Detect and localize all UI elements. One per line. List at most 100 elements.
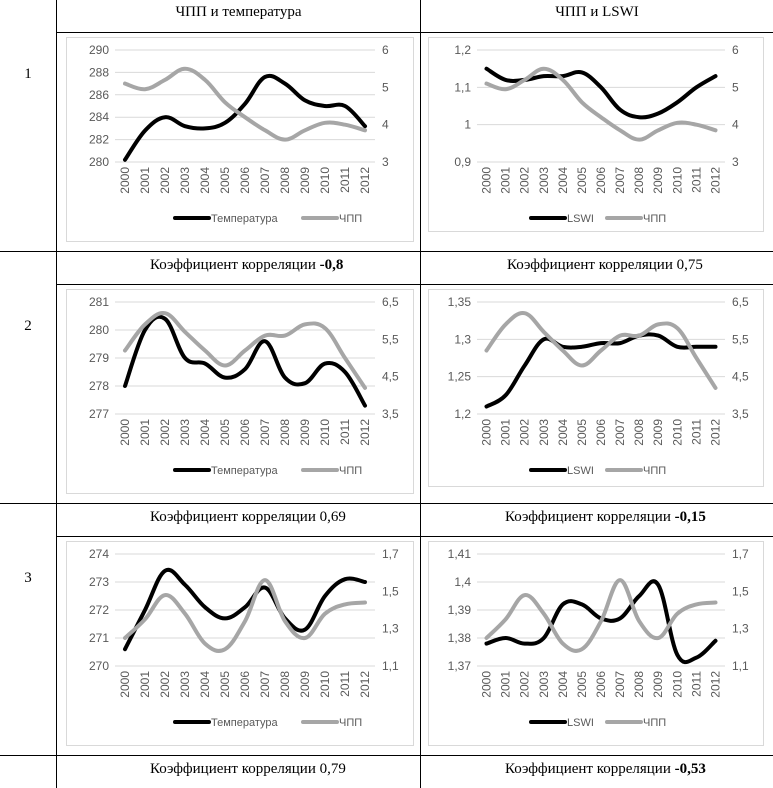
x-tick-label: 2009 bbox=[651, 671, 665, 698]
y-tick-left: 1,25 bbox=[448, 370, 472, 384]
x-tick-label: 2002 bbox=[518, 671, 532, 698]
x-tick-label: 2003 bbox=[178, 419, 192, 446]
y-tick-left: 1,2 bbox=[454, 407, 471, 421]
x-tick-label: 2009 bbox=[298, 167, 312, 194]
correlation-label: Коэффициент корреляции bbox=[150, 257, 320, 273]
y-tick-right: 5 bbox=[382, 80, 389, 94]
x-tick-label: 2005 bbox=[575, 671, 589, 698]
correlation-r3-temperature: Коэффициент корреляции 0,79 bbox=[150, 761, 346, 778]
legend-label: LSWI bbox=[567, 465, 594, 477]
y-tick-right: 4,5 bbox=[382, 370, 399, 384]
x-tick-label: 2001 bbox=[499, 671, 513, 698]
correlation-label: Коэффициент корреляции bbox=[150, 761, 320, 777]
x-tick-label: 2005 bbox=[218, 671, 232, 698]
correlation-label: Коэффициент корреляции bbox=[150, 509, 320, 525]
y-tick-left: 1,4 bbox=[454, 575, 471, 589]
y-tick-left: 281 bbox=[89, 295, 109, 309]
series-line-temperature bbox=[123, 73, 367, 162]
correlation-r1-temperature: Коэффициент корреляции -0,8 bbox=[150, 257, 343, 274]
y-tick-left: 1 bbox=[464, 118, 471, 132]
y-tick-right: 1,7 bbox=[382, 547, 399, 561]
legend-label: ЧПП bbox=[643, 465, 666, 477]
correlation-value: -0,15 bbox=[674, 509, 706, 525]
series-line-temperature bbox=[123, 314, 367, 408]
x-tick-label: 2007 bbox=[258, 671, 272, 698]
x-tick-label: 2005 bbox=[575, 419, 589, 446]
y-tick-left: 1,2 bbox=[454, 43, 471, 57]
y-tick-right: 5 bbox=[732, 80, 739, 94]
x-tick-label: 2008 bbox=[278, 671, 292, 698]
y-tick-left: 277 bbox=[89, 407, 109, 421]
x-tick-label: 2003 bbox=[178, 167, 192, 194]
x-tick-label: 2004 bbox=[556, 167, 570, 194]
legend-label: ЧПП bbox=[643, 717, 666, 729]
x-tick-label: 2007 bbox=[613, 167, 627, 194]
x-tick-label: 2008 bbox=[278, 419, 292, 446]
y-tick-right: 1,1 bbox=[382, 659, 399, 673]
x-tick-label: 2002 bbox=[158, 419, 172, 446]
y-tick-left: 282 bbox=[89, 133, 109, 147]
x-tick-label: 2000 bbox=[118, 671, 132, 698]
y-tick-left: 1,37 bbox=[448, 659, 472, 673]
y-tick-right: 1,5 bbox=[732, 584, 749, 598]
series-line-npp bbox=[123, 66, 367, 142]
y-tick-left: 1,39 bbox=[448, 603, 472, 617]
legend-label: LSWI bbox=[567, 213, 594, 225]
chart-r3-temperature: 270 271 272 273 274 1,1 1,3 1,5 1,7 2000 2001 2002 2… bbox=[66, 541, 414, 746]
x-tick-label: 2002 bbox=[518, 419, 532, 446]
x-tick-label: 2008 bbox=[278, 167, 292, 194]
legend-label: LSWI bbox=[567, 717, 594, 729]
correlation-r2-lswi: Коэффициент корреляции -0,15 bbox=[505, 509, 706, 526]
x-tick-label: 2000 bbox=[118, 419, 132, 446]
correlation-r3-lswi: Коэффициент корреляции -0,53 bbox=[505, 761, 706, 778]
x-tick-label: 2005 bbox=[218, 419, 232, 446]
x-tick-label: 2010 bbox=[318, 167, 332, 194]
chart-r3-lswi: 1,37 1,38 1,39 1,4 1,41 1,1 1,3 1,5 1,7 2000 2001 2… bbox=[428, 541, 764, 746]
chart-r2-temperature: 277 278 279 280 281 3,5 4,5 5,5 6,5 2000 2001 2002 2… bbox=[66, 289, 414, 494]
correlation-value: -0,8 bbox=[319, 257, 344, 273]
x-tick-label: 2012 bbox=[709, 167, 723, 194]
y-tick-right: 1,7 bbox=[732, 547, 749, 561]
x-tick-label: 2005 bbox=[575, 167, 589, 194]
x-tick-label: 2012 bbox=[709, 671, 723, 698]
legend-label: Температура bbox=[211, 717, 279, 729]
x-tick-label: 2004 bbox=[198, 419, 212, 446]
chart-r1-temperature: 280 282 284 286 288 290 3 4 5 6 2000 2001 2002 2003 20… bbox=[66, 37, 414, 242]
x-tick-label: 2006 bbox=[594, 167, 608, 194]
y-tick-right: 6 bbox=[732, 43, 739, 57]
legend-label: ЧПП bbox=[339, 717, 362, 729]
y-tick-right: 3 bbox=[732, 155, 739, 169]
chart-r1-lswi: 0,9 1 1,1 1,2 3 4 5 6 2000 2001 2002 2003 2004 2005 20… bbox=[428, 37, 764, 232]
x-tick-label: 2008 bbox=[632, 671, 646, 698]
y-tick-right: 1,3 bbox=[382, 622, 399, 636]
row-number-1: 1 bbox=[24, 66, 32, 82]
x-tick-label: 2004 bbox=[556, 419, 570, 446]
x-tick-label: 2002 bbox=[518, 167, 532, 194]
row-number-3: 3 bbox=[24, 570, 32, 586]
x-tick-label: 2001 bbox=[499, 167, 513, 194]
x-tick-label: 2010 bbox=[670, 167, 684, 194]
x-tick-label: 2007 bbox=[613, 671, 627, 698]
y-tick-left: 278 bbox=[89, 379, 109, 393]
y-tick-left: 0,9 bbox=[454, 155, 471, 169]
correlation-r2-temperature: Коэффициент корреляции 0,69 bbox=[150, 509, 346, 526]
x-tick-label: 2009 bbox=[651, 167, 665, 194]
y-tick-left: 1,38 bbox=[448, 631, 472, 645]
legend-label: Температура bbox=[211, 465, 279, 477]
y-tick-right: 3 bbox=[382, 155, 389, 169]
x-tick-label: 2010 bbox=[318, 419, 332, 446]
y-tick-right: 1,5 bbox=[382, 584, 399, 598]
column-header-lswi: ЧПП и LSWI bbox=[555, 4, 639, 20]
column-header-temperature: ЧПП и температура bbox=[175, 4, 302, 20]
legend-label: ЧПП bbox=[643, 213, 666, 225]
x-tick-label: 2001 bbox=[138, 167, 152, 194]
x-tick-label: 2006 bbox=[594, 671, 608, 698]
series-line-lswi bbox=[484, 332, 718, 409]
y-tick-left: 1,1 bbox=[454, 80, 471, 94]
x-tick-label: 2001 bbox=[499, 419, 513, 446]
legend-label: ЧПП bbox=[339, 213, 362, 225]
y-tick-right: 6,5 bbox=[732, 295, 749, 309]
x-tick-label: 2010 bbox=[670, 419, 684, 446]
y-tick-right: 4 bbox=[732, 118, 739, 132]
